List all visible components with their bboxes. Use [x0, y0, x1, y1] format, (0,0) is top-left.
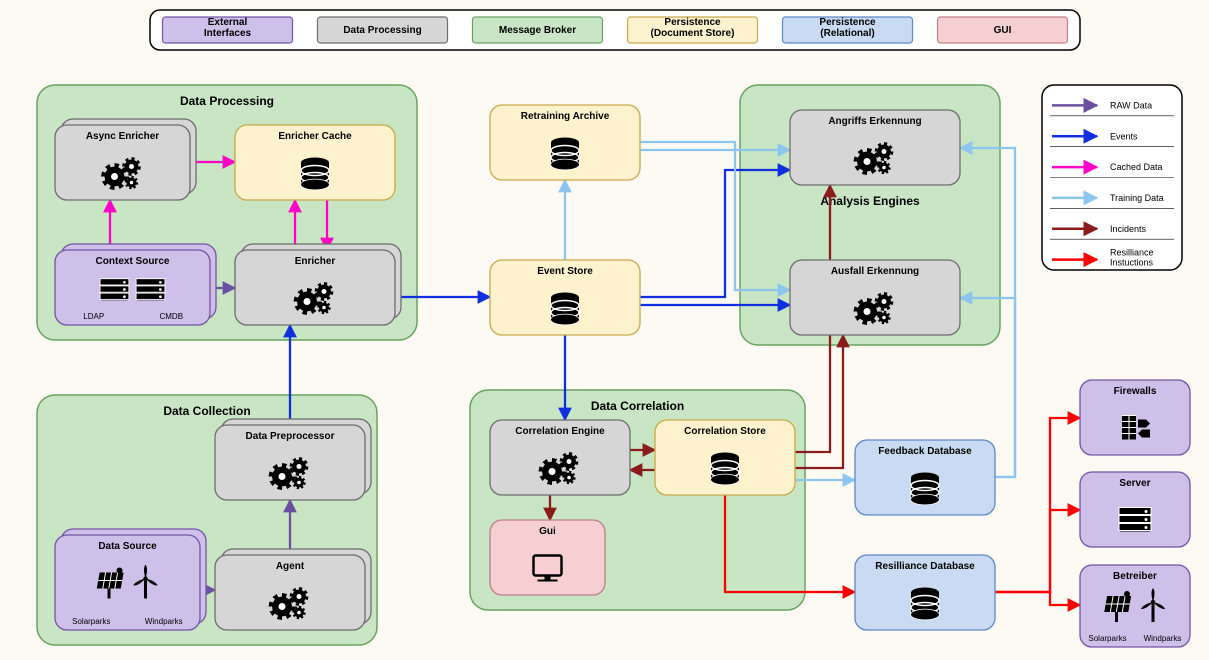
- svg-text:Angriffs Erkennung: Angriffs Erkennung: [828, 116, 921, 127]
- edge-resilliance_db-server: [995, 510, 1080, 592]
- svg-text:Enricher Cache: Enricher Cache: [278, 131, 352, 142]
- svg-text:Ausfall Erkennung: Ausfall Erkennung: [831, 266, 919, 277]
- retraining: Retraining Archive: [490, 105, 640, 180]
- svg-text:Data Preprocessor: Data Preprocessor: [246, 431, 335, 442]
- svg-text:Context Source: Context Source: [96, 256, 170, 267]
- angriffs: Angriffs Erkennung: [790, 110, 960, 185]
- svg-text:Events: Events: [1110, 131, 1138, 141]
- svg-text:Feedback Database: Feedback Database: [878, 446, 972, 457]
- svg-text:Solarparks: Solarparks: [72, 617, 110, 626]
- gui: Gui: [490, 520, 605, 595]
- svg-text:LDAP: LDAP: [83, 312, 104, 321]
- svg-text:Correlation Engine: Correlation Engine: [515, 426, 605, 437]
- edge-resilliance_db-betreiber: [995, 592, 1080, 605]
- svg-text:Data Source: Data Source: [98, 541, 157, 552]
- svg-text:Data Correlation: Data Correlation: [591, 399, 684, 413]
- ausfall: Ausfall Erkennung: [790, 260, 960, 335]
- svg-text:Firewalls: Firewalls: [1114, 386, 1157, 397]
- svg-text:Data Collection: Data Collection: [163, 404, 250, 418]
- svg-text:Message Broker: Message Broker: [499, 25, 576, 36]
- async_enricher: Async Enricher: [55, 119, 196, 200]
- svg-text:GUI: GUI: [994, 25, 1012, 36]
- svg-text:Betreiber: Betreiber: [1113, 571, 1157, 582]
- data_source: Data Source Solarparks Windparks: [55, 529, 206, 630]
- firewalls: Firewalls: [1080, 380, 1190, 455]
- feedback_db: Feedback Database: [855, 440, 995, 515]
- svg-text:Persistence(Relational): Persistence(Relational): [819, 17, 876, 39]
- svg-text:Server: Server: [1119, 478, 1150, 489]
- svg-text:Agent: Agent: [276, 561, 305, 572]
- agent: Agent: [215, 549, 371, 630]
- context_source: Context Source LDAP CMDB: [55, 244, 216, 325]
- svg-text:Correlation Store: Correlation Store: [684, 426, 766, 437]
- svg-text:RAW Data: RAW Data: [1110, 100, 1152, 110]
- svg-text:Event Store: Event Store: [537, 266, 593, 277]
- svg-text:Async Enricher: Async Enricher: [86, 131, 159, 142]
- svg-text:Data Processing: Data Processing: [343, 25, 421, 36]
- svg-text:Cached Data: Cached Data: [1110, 162, 1163, 172]
- betreiber: Betreiber Solarparks Windparks: [1080, 565, 1190, 647]
- svg-text:ResillianceInstuctions: ResillianceInstuctions: [1110, 248, 1154, 268]
- svg-text:Retraining Archive: Retraining Archive: [521, 111, 610, 122]
- svg-text:Analysis Engines: Analysis Engines: [820, 194, 920, 208]
- resilliance_db: Resilliance Database: [855, 555, 995, 630]
- edge-resilliance_db-firewalls: [995, 418, 1080, 592]
- svg-text:Windparks: Windparks: [1144, 634, 1182, 643]
- corr_store: Correlation Store: [655, 420, 795, 495]
- event_store: Event Store: [490, 260, 640, 335]
- svg-text:Windparks: Windparks: [145, 617, 183, 626]
- svg-text:Resilliance Database: Resilliance Database: [875, 561, 975, 572]
- svg-text:Enricher: Enricher: [295, 256, 336, 267]
- svg-text:Solarparks: Solarparks: [1088, 634, 1126, 643]
- svg-text:Training Data: Training Data: [1110, 193, 1164, 203]
- data_preproc: Data Preprocessor: [215, 419, 371, 500]
- corr_engine: Correlation Engine: [490, 420, 630, 495]
- enricher_cache: Enricher Cache: [235, 125, 395, 200]
- svg-text:ExternalInterfaces: ExternalInterfaces: [204, 17, 252, 39]
- server: Server: [1080, 472, 1190, 547]
- svg-text:Incidents: Incidents: [1110, 224, 1147, 234]
- svg-text:CMDB: CMDB: [159, 312, 183, 321]
- svg-text:Data Processing: Data Processing: [180, 94, 274, 108]
- enricher: Enricher: [235, 244, 401, 325]
- svg-text:Gui: Gui: [539, 526, 556, 537]
